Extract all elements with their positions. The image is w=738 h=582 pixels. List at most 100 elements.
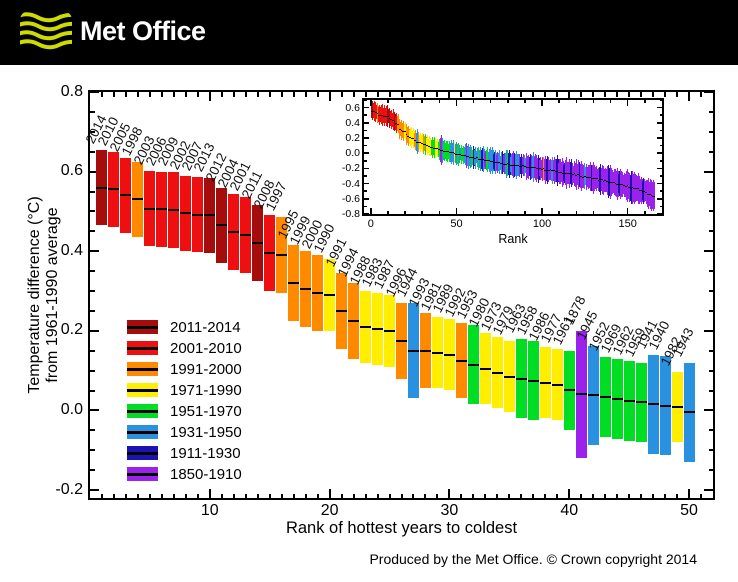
x-minor-tick — [424, 493, 427, 498]
inset-median-line — [486, 159, 489, 161]
inset-x-tick — [489, 211, 492, 214]
inset-median-line — [505, 163, 508, 165]
x-minor-tick — [592, 493, 595, 498]
inset-median-line — [395, 123, 398, 125]
uncertainty-bar-1998 — [132, 161, 144, 238]
legend-swatch-median-line — [127, 347, 158, 350]
x-major-tick — [568, 489, 571, 498]
inset-median-line — [474, 157, 477, 159]
x-minor-tick — [664, 493, 667, 498]
inset-bar — [446, 143, 449, 159]
inset-bar — [419, 135, 422, 149]
inset-y-tick — [364, 160, 367, 162]
inset-x-tick — [575, 100, 578, 103]
inset-median-line — [409, 137, 412, 139]
median-line-1943 — [683, 411, 695, 414]
x-minor-tick — [640, 493, 643, 498]
median-line-1990 — [324, 293, 336, 296]
inset-bar — [505, 153, 508, 175]
median-line-1981 — [431, 351, 443, 354]
inset-median-line — [481, 159, 484, 161]
median-line-1973 — [491, 371, 503, 374]
uncertainty-bar-2001 — [240, 197, 252, 274]
inset-median-line — [551, 170, 554, 172]
inset-median-line — [376, 112, 379, 114]
inset-median-line — [587, 177, 590, 179]
x-minor-tick — [484, 92, 487, 97]
inset-bar — [600, 167, 604, 191]
inset-x-tick — [370, 208, 372, 214]
x-minor-tick — [196, 493, 199, 498]
inset-x-tick — [404, 211, 406, 214]
median-line-1979 — [503, 375, 515, 378]
median-line-1987 — [384, 329, 396, 332]
inset-median-line — [650, 195, 653, 197]
median-line-1997 — [276, 254, 288, 257]
inset-median-line — [453, 152, 456, 154]
uncertainty-bar-1994 — [348, 283, 360, 359]
inset-bar — [434, 141, 438, 155]
inset-bar — [523, 158, 527, 174]
x-major-tick — [688, 489, 691, 498]
y-major-tick — [90, 250, 99, 253]
inset-bar — [544, 159, 547, 181]
inset-median-line — [404, 131, 407, 133]
inset-y-tick-label: 0.0 — [345, 147, 360, 160]
x-minor-tick — [124, 493, 127, 498]
inset-y-tick — [364, 167, 369, 170]
median-line-1953 — [467, 363, 479, 366]
inset-median-line — [491, 160, 494, 162]
uncertainty-bar-1982 — [671, 372, 683, 443]
inset-median-line — [417, 141, 420, 143]
y-axis-title-line1: Temperature difference (°C) — [26, 196, 43, 394]
x-minor-tick — [256, 493, 259, 498]
inset-median-line — [441, 150, 444, 152]
legend-swatch-green — [127, 404, 158, 418]
inset-bar — [491, 150, 494, 172]
inset-median-line — [642, 190, 645, 192]
inset-median-line — [571, 174, 575, 175]
uncertainty-bar-1958 — [527, 340, 539, 421]
inset-bar — [433, 139, 436, 156]
y-major-tick — [704, 170, 713, 173]
legend-label: 1991-2000 — [170, 361, 242, 378]
inset-bar — [501, 153, 504, 172]
median-line-1878 — [575, 393, 587, 396]
uncertainty-bar-2014 — [96, 149, 108, 226]
x-minor-tick — [364, 92, 367, 97]
x-minor-tick — [412, 92, 415, 97]
inset-y-tick — [657, 182, 662, 185]
inset-median-line — [489, 160, 492, 162]
inset-bar — [559, 161, 563, 182]
uncertainty-bar-1963 — [515, 338, 527, 419]
inset-x-axis-title: Rank — [498, 232, 528, 246]
y-minor-tick — [708, 349, 713, 352]
inset-x-tick — [507, 100, 509, 103]
x-minor-tick — [508, 92, 511, 97]
inset-median-line — [451, 152, 455, 154]
uncertainty-bar-2009 — [168, 172, 180, 248]
x-minor-tick — [184, 92, 187, 97]
inset-median-line — [633, 187, 636, 189]
y-minor-tick — [90, 110, 95, 113]
y-axis-title-line2: from 1961-1990 average — [44, 207, 61, 383]
inset-x-tick — [438, 211, 441, 214]
inset-bar — [624, 173, 628, 198]
inset-median-line — [544, 169, 547, 171]
uncertainty-bar-2007 — [192, 176, 204, 253]
legend-swatch-purple — [127, 467, 158, 481]
x-minor-tick — [460, 92, 463, 97]
y-major-tick — [90, 170, 99, 173]
inset-median-line — [616, 184, 619, 186]
inset-median-line — [607, 181, 610, 183]
inset-median-line — [628, 187, 631, 189]
legend-row-1991-2000: 1991-2000 — [127, 361, 307, 378]
inset-median-line — [448, 151, 451, 153]
inset-median-line — [390, 119, 393, 121]
inset-bar — [575, 162, 578, 187]
inset-y-tick — [657, 213, 662, 215]
inset-median-line — [583, 175, 587, 177]
inset-bar — [436, 141, 439, 156]
y-minor-tick — [90, 210, 95, 213]
